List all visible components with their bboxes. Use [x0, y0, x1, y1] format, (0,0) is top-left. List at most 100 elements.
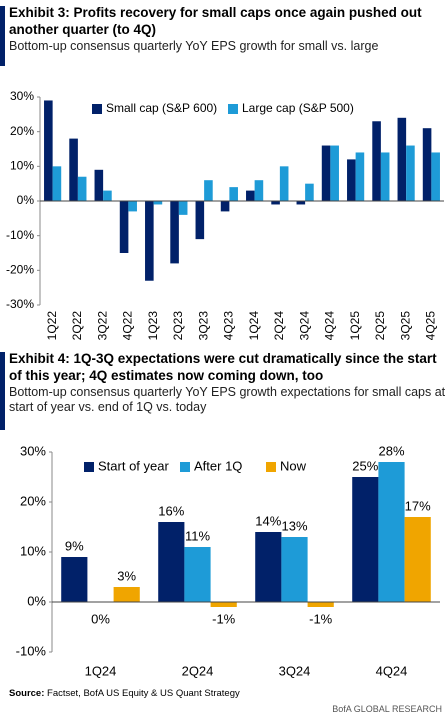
- value-label: 3%: [117, 568, 136, 583]
- y-tick-label: 20%: [10, 124, 34, 138]
- bar: [307, 602, 334, 607]
- x-tick-label: 2Q24: [272, 311, 286, 340]
- x-tick-label: 1Q25: [348, 311, 362, 340]
- bar: [422, 128, 432, 201]
- y-tick-label: 20%: [20, 493, 46, 508]
- exhibit-header: Exhibit 3: Profits recovery for small ca…: [0, 4, 448, 66]
- source-label: Source:: [9, 688, 45, 699]
- value-label: 14%: [255, 513, 281, 528]
- x-tick-label: 4Q23: [222, 311, 236, 340]
- bar: [305, 183, 314, 201]
- bar: [184, 547, 211, 602]
- legend-label: Large cap (S&P 500): [242, 101, 354, 115]
- bar: [431, 152, 440, 201]
- bar: [330, 145, 339, 201]
- bar: [281, 537, 308, 602]
- x-tick-label: 4Q22: [121, 311, 135, 340]
- bar: [44, 100, 53, 201]
- chart-title: Exhibit 4: 1Q-3Q expectations were cut d…: [9, 351, 437, 383]
- bar: [158, 522, 185, 602]
- bar: [378, 462, 405, 602]
- legend-swatch: [180, 462, 190, 472]
- exhibit-header: Exhibit 4: 1Q-3Q expectations were cut d…: [0, 350, 448, 430]
- source: Source: Factset, BofA US Equity & US Qua…: [9, 688, 240, 699]
- bar: [406, 145, 415, 201]
- bar: [321, 145, 331, 201]
- value-label: 11%: [185, 528, 210, 543]
- legend-swatch: [228, 104, 238, 114]
- bar: [103, 190, 112, 201]
- bar: [279, 166, 289, 201]
- x-tick-label: 2Q22: [70, 311, 84, 340]
- chart: -30% -20% -10% 0% 10% 20% 30% Small cap (S&P 60…: [6, 89, 444, 340]
- y-tick-label: 0%: [27, 593, 46, 608]
- x-tick-label: 1Q24: [247, 311, 261, 340]
- bar: [119, 201, 129, 253]
- x-tick-label: 2Q23: [171, 311, 185, 340]
- header-accent: [0, 6, 5, 66]
- x-tick-label: 3Q25: [398, 311, 412, 340]
- y-tick-label: 30%: [10, 89, 34, 103]
- chart-title: Exhibit 3: Profits recovery for small ca…: [9, 5, 422, 37]
- x-tick-label: 3Q24: [279, 663, 311, 678]
- bar: [352, 477, 379, 602]
- chart-subtitle: Bottom-up consensus quarterly YoY EPS gr…: [9, 39, 379, 53]
- y-tick-label: -20%: [6, 263, 34, 277]
- bar: [153, 201, 163, 205]
- y-tick-label: 10%: [20, 543, 46, 558]
- bar: [210, 602, 237, 607]
- chart-subtitle: Bottom-up consensus quarterly YoY EPS gr…: [9, 385, 446, 414]
- y-tick-label: -10%: [6, 228, 34, 242]
- value-label: 28%: [378, 443, 404, 458]
- bar: [229, 187, 238, 201]
- value-label: -1%: [212, 611, 236, 626]
- bar: [271, 201, 280, 205]
- x-tick-label: 1Q23: [146, 311, 160, 340]
- bar: [372, 121, 381, 201]
- bar: [94, 169, 104, 201]
- bar: [404, 517, 431, 602]
- bar: [380, 152, 390, 201]
- legend-swatch: [266, 462, 276, 472]
- bar: [178, 201, 188, 215]
- x-tick-label: 1Q22: [45, 311, 59, 340]
- value-label: 16%: [158, 503, 184, 518]
- x-tick-label: 2Q25: [373, 311, 387, 340]
- y-tick-label: -10%: [16, 643, 47, 658]
- bar: [128, 201, 137, 212]
- y-tick-label: 0%: [17, 193, 35, 207]
- chart: -10% 0% 10% 20% 30% Start of year 9% 16% 14% 25% A…: [16, 443, 440, 678]
- legend-swatch: [84, 462, 94, 472]
- bar: [204, 180, 213, 201]
- bar: [254, 180, 264, 201]
- legend-label: Now: [280, 458, 307, 473]
- value-label: 9%: [65, 538, 84, 553]
- x-tick-label: 3Q24: [297, 311, 311, 340]
- x-tick-label: 1Q24: [85, 663, 117, 678]
- value-label: -1%: [309, 611, 333, 626]
- bar: [246, 190, 255, 201]
- bar: [61, 557, 88, 602]
- bar: [355, 152, 365, 201]
- y-tick-label: 10%: [10, 159, 34, 173]
- bar: [170, 201, 179, 264]
- bar: [347, 159, 356, 201]
- legend-label: After 1Q: [194, 458, 242, 473]
- bar: [397, 117, 407, 201]
- bar: [113, 587, 140, 602]
- source-text: Factset, BofA US Equity & US Quant Strat…: [47, 688, 240, 699]
- x-tick-label: 4Q25: [424, 311, 438, 340]
- x-tick-label: 4Q24: [323, 311, 337, 340]
- bar: [195, 201, 205, 240]
- bar: [296, 201, 306, 205]
- bar: [220, 201, 230, 212]
- legend-label: Small cap (S&P 600): [106, 101, 217, 115]
- bar: [69, 138, 78, 201]
- header-accent: [0, 352, 5, 430]
- value-label: 17%: [405, 498, 431, 513]
- bar: [52, 166, 62, 201]
- x-tick-label: 3Q22: [95, 311, 109, 340]
- value-label: 25%: [352, 458, 378, 473]
- legend-label: Start of year: [98, 458, 169, 473]
